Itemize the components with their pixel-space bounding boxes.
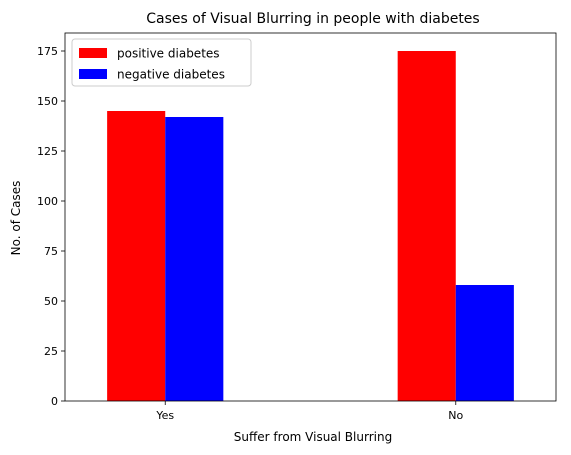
bars-layer xyxy=(107,51,514,401)
bar-positive-diabetes-no xyxy=(397,51,456,401)
x-tick-label: Yes xyxy=(155,409,174,422)
legend-swatch xyxy=(79,48,107,58)
y-tick-label: 25 xyxy=(44,345,58,358)
y-tick-label: 0 xyxy=(51,395,58,408)
y-axis-label: No. of Cases xyxy=(9,181,23,256)
legend-box xyxy=(71,38,252,87)
x-tick-label: No xyxy=(448,409,463,422)
y-tick-label: 150 xyxy=(37,95,58,108)
plot-frame xyxy=(64,32,557,402)
legend-swatch xyxy=(79,69,107,79)
bar-negative-diabetes-no xyxy=(455,285,514,401)
ticks-layer: 0 25 50 75 100 125 150 175 Yes No xyxy=(37,45,464,422)
legend-label: positive diabetes xyxy=(117,47,220,61)
legend-label: negative diabetes xyxy=(117,68,225,82)
legend: positive diabetes negative diabetes xyxy=(71,38,252,87)
axes-layer xyxy=(64,32,557,402)
x-axis-label: Suffer from Visual Blurring xyxy=(234,430,392,444)
y-tick-label: 100 xyxy=(37,195,58,208)
chart-title: Cases of Visual Blurring in people with … xyxy=(146,11,479,27)
y-tick-label: 175 xyxy=(37,45,58,58)
bar-positive-diabetes-yes xyxy=(107,111,166,401)
bar-negative-diabetes-yes xyxy=(165,117,224,401)
y-tick-label: 125 xyxy=(37,145,58,158)
y-tick-label: 75 xyxy=(44,245,58,258)
y-tick-label: 50 xyxy=(44,295,58,308)
